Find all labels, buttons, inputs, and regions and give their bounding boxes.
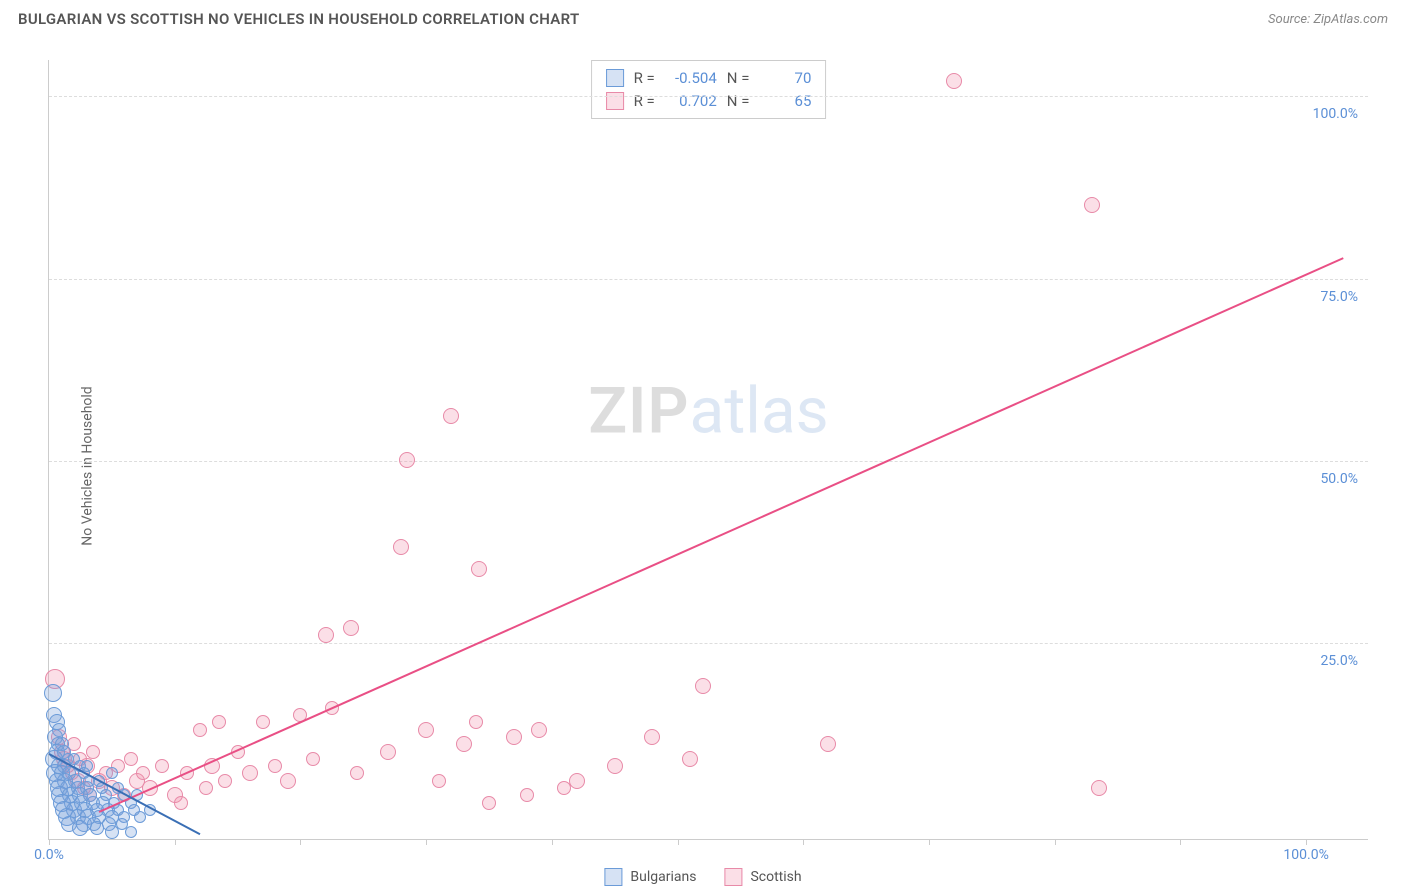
point-scottish (695, 678, 711, 694)
point-scottish (174, 796, 188, 810)
point-scottish (946, 73, 962, 89)
point-scottish (520, 788, 534, 802)
point-scottish (456, 736, 472, 752)
point-scottish (682, 751, 698, 767)
bottom-legend: Bulgarians Scottish (604, 868, 801, 886)
x-tick (552, 839, 553, 845)
x-tick (1306, 839, 1307, 845)
source-name: ZipAtlas.com (1313, 12, 1388, 27)
chart-title: BULGARIAN VS SCOTTISH NO VEHICLES IN HOU… (18, 10, 579, 28)
x-tick-label: 0.0% (34, 847, 64, 863)
point-scottish (242, 765, 258, 781)
chart-area: No Vehicles in Household ZIPatlas R = -0… (0, 40, 1406, 892)
point-scottish (506, 729, 522, 745)
x-tick (300, 839, 301, 845)
n-value-bulgarians: 70 (759, 67, 811, 90)
point-scottish (212, 715, 226, 729)
point-scottish (343, 620, 359, 636)
legend-label-bulgarians: Bulgarians (630, 869, 696, 885)
stats-row-scottish: R = 0.702 N = 65 (606, 90, 812, 113)
point-scottish (607, 758, 623, 774)
swatch-bulgarians (604, 868, 622, 886)
point-scottish (418, 722, 434, 738)
swatch-scottish (606, 92, 624, 110)
point-scottish (193, 723, 207, 737)
point-scottish (256, 715, 270, 729)
point-scottish (268, 759, 282, 773)
n-label: N = (727, 67, 750, 90)
gridline-h (49, 461, 1368, 462)
point-scottish (531, 722, 547, 738)
watermark: ZIPatlas (588, 373, 828, 448)
point-scottish (482, 796, 496, 810)
point-bulgarians (106, 767, 118, 779)
point-bulgarians (134, 811, 146, 823)
point-bulgarians (72, 820, 88, 836)
gridline-h (49, 279, 1368, 280)
point-scottish (399, 452, 415, 468)
r-label: R = (634, 67, 655, 90)
point-scottish (469, 715, 483, 729)
point-scottish (1091, 780, 1107, 796)
stats-legend-box: R = -0.504 N = 70 R = 0.702 N = 65 (591, 60, 827, 119)
legend-label-scottish: Scottish (750, 869, 801, 885)
point-scottish (1084, 197, 1100, 213)
y-tick-label: 100.0% (1313, 106, 1358, 122)
y-tick-label: 75.0% (1320, 289, 1358, 305)
n-value-scottish: 65 (759, 90, 811, 113)
point-scottish (318, 627, 334, 643)
point-scottish (136, 766, 150, 780)
legend-item-bulgarians: Bulgarians (604, 868, 696, 886)
point-scottish (569, 773, 585, 789)
point-scottish (86, 745, 100, 759)
x-tick (803, 839, 804, 845)
point-scottish (306, 752, 320, 766)
legend-item-scottish: Scottish (724, 868, 801, 886)
point-scottish (471, 561, 487, 577)
stats-row-bulgarians: R = -0.504 N = 70 (606, 67, 812, 90)
point-scottish (350, 766, 364, 780)
n-label: N = (727, 90, 750, 113)
point-scottish (155, 759, 169, 773)
y-tick-label: 50.0% (1320, 471, 1358, 487)
point-scottish (218, 774, 232, 788)
point-bulgarians (90, 821, 104, 835)
r-value-scottish: 0.702 (665, 90, 717, 113)
point-scottish (644, 729, 660, 745)
watermark-atlas: atlas (690, 373, 829, 448)
gridline-h (49, 643, 1368, 644)
point-bulgarians (44, 684, 62, 702)
r-value-bulgarians: -0.504 (665, 67, 717, 90)
x-tick (175, 839, 176, 845)
swatch-scottish (724, 868, 742, 886)
point-scottish (199, 781, 213, 795)
point-scottish (124, 752, 138, 766)
gridline-h (49, 96, 1368, 97)
point-scottish (432, 774, 446, 788)
watermark-zip: ZIP (588, 373, 689, 448)
point-scottish (393, 539, 409, 555)
swatch-bulgarians (606, 69, 624, 87)
x-tick (929, 839, 930, 845)
point-scottish (280, 773, 296, 789)
x-tick-label: 100.0% (1283, 847, 1328, 863)
x-tick (678, 839, 679, 845)
x-tick (1055, 839, 1056, 845)
point-scottish (820, 736, 836, 752)
chart-header: BULGARIAN VS SCOTTISH NO VEHICLES IN HOU… (0, 0, 1406, 34)
point-bulgarians (105, 825, 119, 839)
chart-source: Source: ZipAtlas.com (1268, 12, 1388, 27)
r-label: R = (634, 90, 655, 113)
y-tick-label: 25.0% (1320, 653, 1358, 669)
regression-scottish (99, 257, 1344, 813)
x-tick (426, 839, 427, 845)
plot-region: ZIPatlas R = -0.504 N = 70 R = 0.702 N =… (48, 60, 1368, 840)
point-scottish (380, 744, 396, 760)
x-tick (1180, 839, 1181, 845)
x-tick (49, 839, 50, 845)
point-scottish (443, 408, 459, 424)
point-bulgarians (125, 826, 137, 838)
source-prefix: Source: (1268, 12, 1313, 27)
